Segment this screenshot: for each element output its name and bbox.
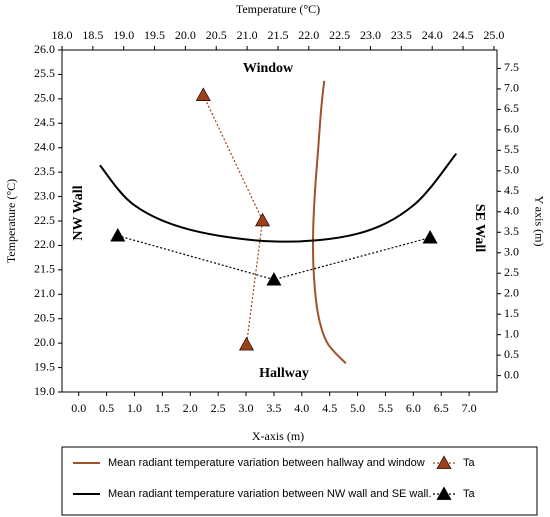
- legend-label: Ta: [463, 457, 476, 469]
- y-tick-label: 19.5: [34, 359, 55, 373]
- y2-tick-label: 7.0: [504, 81, 519, 95]
- x-tick-label: 4.0: [294, 401, 309, 415]
- x2-axis-title: Temperature (°C): [236, 2, 320, 16]
- y-tick-label: 23.5: [34, 164, 55, 178]
- y-tick-label: 24.0: [34, 139, 55, 153]
- y2-tick-label: 5.5: [504, 142, 519, 156]
- marker: [238, 336, 254, 351]
- marker: [266, 272, 282, 286]
- y2-tick-label: 7.5: [504, 60, 519, 74]
- legend-label: Ta: [463, 488, 476, 500]
- annotation: NW Wall: [71, 185, 86, 240]
- x-tick-label: 6.0: [406, 401, 421, 415]
- x2-tick-label: 18.0: [52, 28, 73, 42]
- y-tick-label: 22.5: [34, 213, 55, 227]
- y-axis-title: Temperature (°C): [4, 179, 18, 263]
- marker: [422, 229, 438, 244]
- series-line: [202, 94, 264, 345]
- y2-tick-label: 6.0: [504, 122, 519, 136]
- y-tick-label: 21.0: [34, 286, 55, 300]
- y-tick-label: 22.0: [34, 237, 55, 251]
- x2-tick-label: 20.0: [175, 28, 196, 42]
- x-tick-label: 2.5: [211, 401, 226, 415]
- y2-tick-label: 1.0: [504, 326, 519, 340]
- marker: [110, 228, 126, 242]
- y-tick-label: 21.5: [34, 262, 55, 276]
- y-tick-label: 19.0: [34, 384, 55, 398]
- x2-tick-label: 21.5: [267, 28, 288, 42]
- y2-tick-label: 5.0: [504, 163, 519, 177]
- y-tick-label: 20.0: [34, 335, 55, 349]
- x-tick-label: 5.0: [350, 401, 365, 415]
- legend-label: Mean radiant temperature variation betwe…: [108, 457, 425, 469]
- marker: [255, 212, 271, 227]
- x-tick-label: 2.0: [183, 401, 198, 415]
- legend-marker: [436, 486, 452, 500]
- x-tick-label: 3.0: [239, 401, 254, 415]
- annotation: SE Wall: [472, 204, 487, 252]
- x-tick-label: 0.0: [71, 401, 86, 415]
- series-line: [312, 80, 347, 365]
- y2-tick-label: 2.0: [504, 285, 519, 299]
- x2-tick-label: 22.5: [329, 28, 350, 42]
- y-tick-label: 26.0: [34, 42, 55, 56]
- x2-tick-label: 19.5: [144, 28, 165, 42]
- x2-tick-label: 19.0: [113, 28, 134, 42]
- y2-tick-label: 4.0: [504, 204, 519, 218]
- x-tick-label: 4.5: [322, 401, 337, 415]
- marker: [195, 87, 211, 101]
- y-tick-label: 23.0: [34, 188, 55, 202]
- y2-tick-label: 0.5: [504, 347, 519, 361]
- x2-tick-label: 24.0: [422, 28, 443, 42]
- y-tick-label: 24.5: [34, 115, 55, 129]
- x2-tick-label: 18.5: [82, 28, 103, 42]
- y-tick-label: 25.5: [34, 66, 55, 80]
- x-axis-title: X-axis (m): [252, 429, 304, 443]
- series-line: [99, 152, 458, 243]
- x-tick-label: 1.0: [127, 401, 142, 415]
- y2-tick-label: 3.5: [504, 224, 519, 238]
- y2-tick-label: 3.0: [504, 244, 519, 258]
- y-tick-label: 20.5: [34, 310, 55, 324]
- legend-box: [61, 446, 538, 516]
- y2-axis-title: Y axis (m): [532, 196, 546, 247]
- x-tick-label: 7.0: [462, 401, 477, 415]
- x-tick-label: 3.5: [266, 401, 281, 415]
- x-tick-label: 6.5: [434, 401, 449, 415]
- y2-tick-label: 1.5: [504, 306, 519, 320]
- x2-tick-label: 25.0: [483, 28, 504, 42]
- y2-tick-label: 2.5: [504, 265, 519, 279]
- legend-label: Mean radiant temperature variation betwe…: [108, 488, 431, 500]
- y-tick-label: 25.0: [34, 91, 55, 105]
- x-tick-label: 5.5: [378, 401, 393, 415]
- x2-tick-label: 23.0: [360, 28, 381, 42]
- x2-tick-label: 21.0: [237, 28, 258, 42]
- annotation: Window: [243, 61, 294, 76]
- y2-tick-label: 6.5: [504, 101, 519, 115]
- x2-tick-label: 23.5: [391, 28, 412, 42]
- x-tick-label: 0.5: [99, 401, 114, 415]
- legend-marker: [436, 455, 452, 469]
- x2-tick-label: 22.0: [298, 28, 319, 42]
- x-tick-label: 1.5: [155, 401, 170, 415]
- x2-tick-label: 24.5: [453, 28, 474, 42]
- x2-tick-label: 20.5: [206, 28, 227, 42]
- y2-tick-label: 0.0: [504, 367, 519, 381]
- plot-frame: [61, 49, 498, 393]
- y2-tick-label: 4.5: [504, 183, 519, 197]
- annotation: Hallway: [259, 366, 309, 381]
